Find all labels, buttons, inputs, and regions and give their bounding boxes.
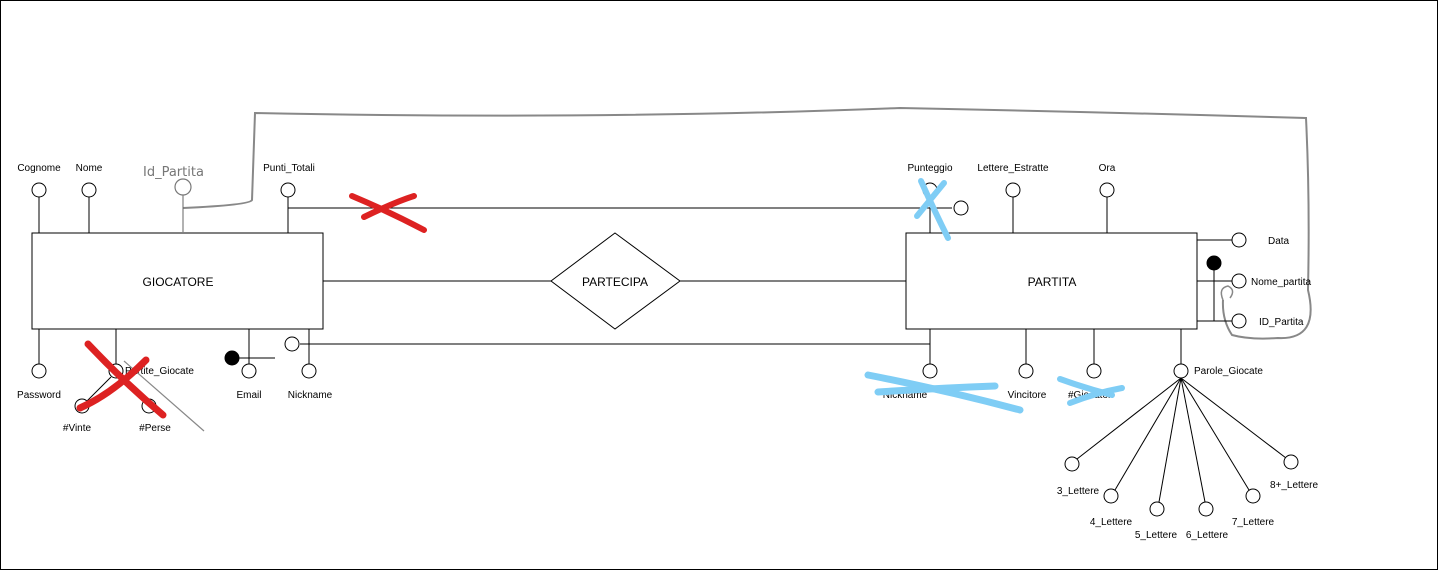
spoke-5-lettere — [1158, 377, 1182, 503]
label-ora: Ora — [1099, 163, 1116, 174]
identifier-dot-partita — [1206, 255, 1222, 271]
attr-partita-nickname[interactable] — [922, 363, 938, 379]
attr-cognome[interactable] — [31, 182, 47, 198]
label-lettere-estratte: Lettere_Estratte — [977, 163, 1049, 174]
blue-scribble-giocatori — [1057, 376, 1125, 406]
pencil-loop — [1220, 285, 1234, 301]
spoke-4-lettere — [1114, 377, 1182, 491]
attr-8-lettere[interactable] — [1283, 454, 1299, 470]
relationship-partecipa-label: PARTECIPA — [582, 275, 648, 289]
attr-giocatori[interactable] — [1086, 363, 1102, 379]
label-3-lettere: 3_Lettere — [1057, 486, 1100, 497]
spoke-8-lettere — [1180, 377, 1287, 459]
relationship-partecipa[interactable] — [550, 232, 681, 330]
handwritten-id-label: Id_Partita — [143, 165, 204, 180]
label-password: Password — [17, 390, 61, 401]
attr-vincitore[interactable] — [1018, 363, 1034, 379]
spoke-7-lettere — [1180, 377, 1250, 491]
spoke-3-lettere — [1076, 377, 1182, 460]
label-nickname: Nickname — [288, 390, 333, 401]
attr-bottom-link[interactable] — [284, 336, 300, 352]
entity-giocatore[interactable] — [31, 232, 324, 330]
red-cross-top — [349, 193, 427, 233]
label-id-partita: ID_Partita — [1259, 317, 1304, 328]
label-6-lettere: 6_Lettere — [1186, 530, 1229, 541]
attr-password[interactable] — [31, 363, 47, 379]
attr-4-lettere[interactable] — [1103, 488, 1119, 504]
identifier-dot-giocatore — [224, 350, 240, 366]
stem-vinte — [85, 376, 112, 403]
label-7-lettere: 7_Lettere — [1232, 517, 1275, 528]
label-vincitore: Vincitore — [1008, 390, 1047, 401]
attr-data[interactable] — [1231, 232, 1247, 248]
attr-7-lettere[interactable] — [1245, 488, 1261, 504]
handwritten-id-circle — [174, 178, 192, 196]
attr-nome-partita[interactable] — [1231, 273, 1247, 289]
label-punti-totali: Punti_Totali — [263, 163, 315, 174]
blue-cross-punteggio — [914, 178, 951, 241]
attr-punti-totali[interactable] — [280, 182, 296, 198]
label-email: Email — [236, 390, 261, 401]
label-nome-partita: Nome_partita — [1251, 277, 1311, 288]
label-parole-giocate: Parole_Giocate — [1194, 366, 1263, 377]
attr-email[interactable] — [241, 363, 257, 379]
label-data: Data — [1268, 236, 1290, 247]
entity-partita-label: PARTITA — [1028, 275, 1077, 289]
spoke-6-lettere — [1180, 377, 1206, 503]
attr-nickname[interactable] — [301, 363, 317, 379]
label-4-lettere: 4_Lettere — [1090, 517, 1133, 528]
label-cognome: Cognome — [17, 163, 61, 174]
label-partita-nickname: Nickname — [883, 390, 928, 401]
attr-id-partita[interactable] — [1231, 313, 1247, 329]
label-perse: #Perse — [139, 423, 171, 434]
attr-6-lettere[interactable] — [1198, 501, 1214, 517]
attr-parole-giocate[interactable] — [1173, 363, 1189, 379]
label-partite-giocate: Partite_Giocate — [125, 366, 194, 377]
attr-ora[interactable] — [1099, 182, 1115, 198]
attr-3-lettere[interactable] — [1064, 456, 1080, 472]
label-8-lettere: 8+_Lettere — [1270, 480, 1319, 491]
label-5-lettere: 5_Lettere — [1135, 530, 1178, 541]
red-cross-bottom — [76, 340, 167, 419]
attr-lettere-estratte[interactable] — [1005, 182, 1021, 198]
pencil-outline — [182, 106, 1312, 340]
attr-punteggio-link[interactable] — [953, 200, 969, 216]
blue-scribble-nickname — [864, 371, 1024, 414]
label-vinte: #Vinte — [63, 423, 92, 434]
attr-nome[interactable] — [81, 182, 97, 198]
label-nome: Nome — [76, 163, 103, 174]
label-punteggio: Punteggio — [907, 163, 952, 174]
attr-5-lettere[interactable] — [1149, 501, 1165, 517]
entity-giocatore-label: GIOCATORE — [143, 275, 214, 289]
